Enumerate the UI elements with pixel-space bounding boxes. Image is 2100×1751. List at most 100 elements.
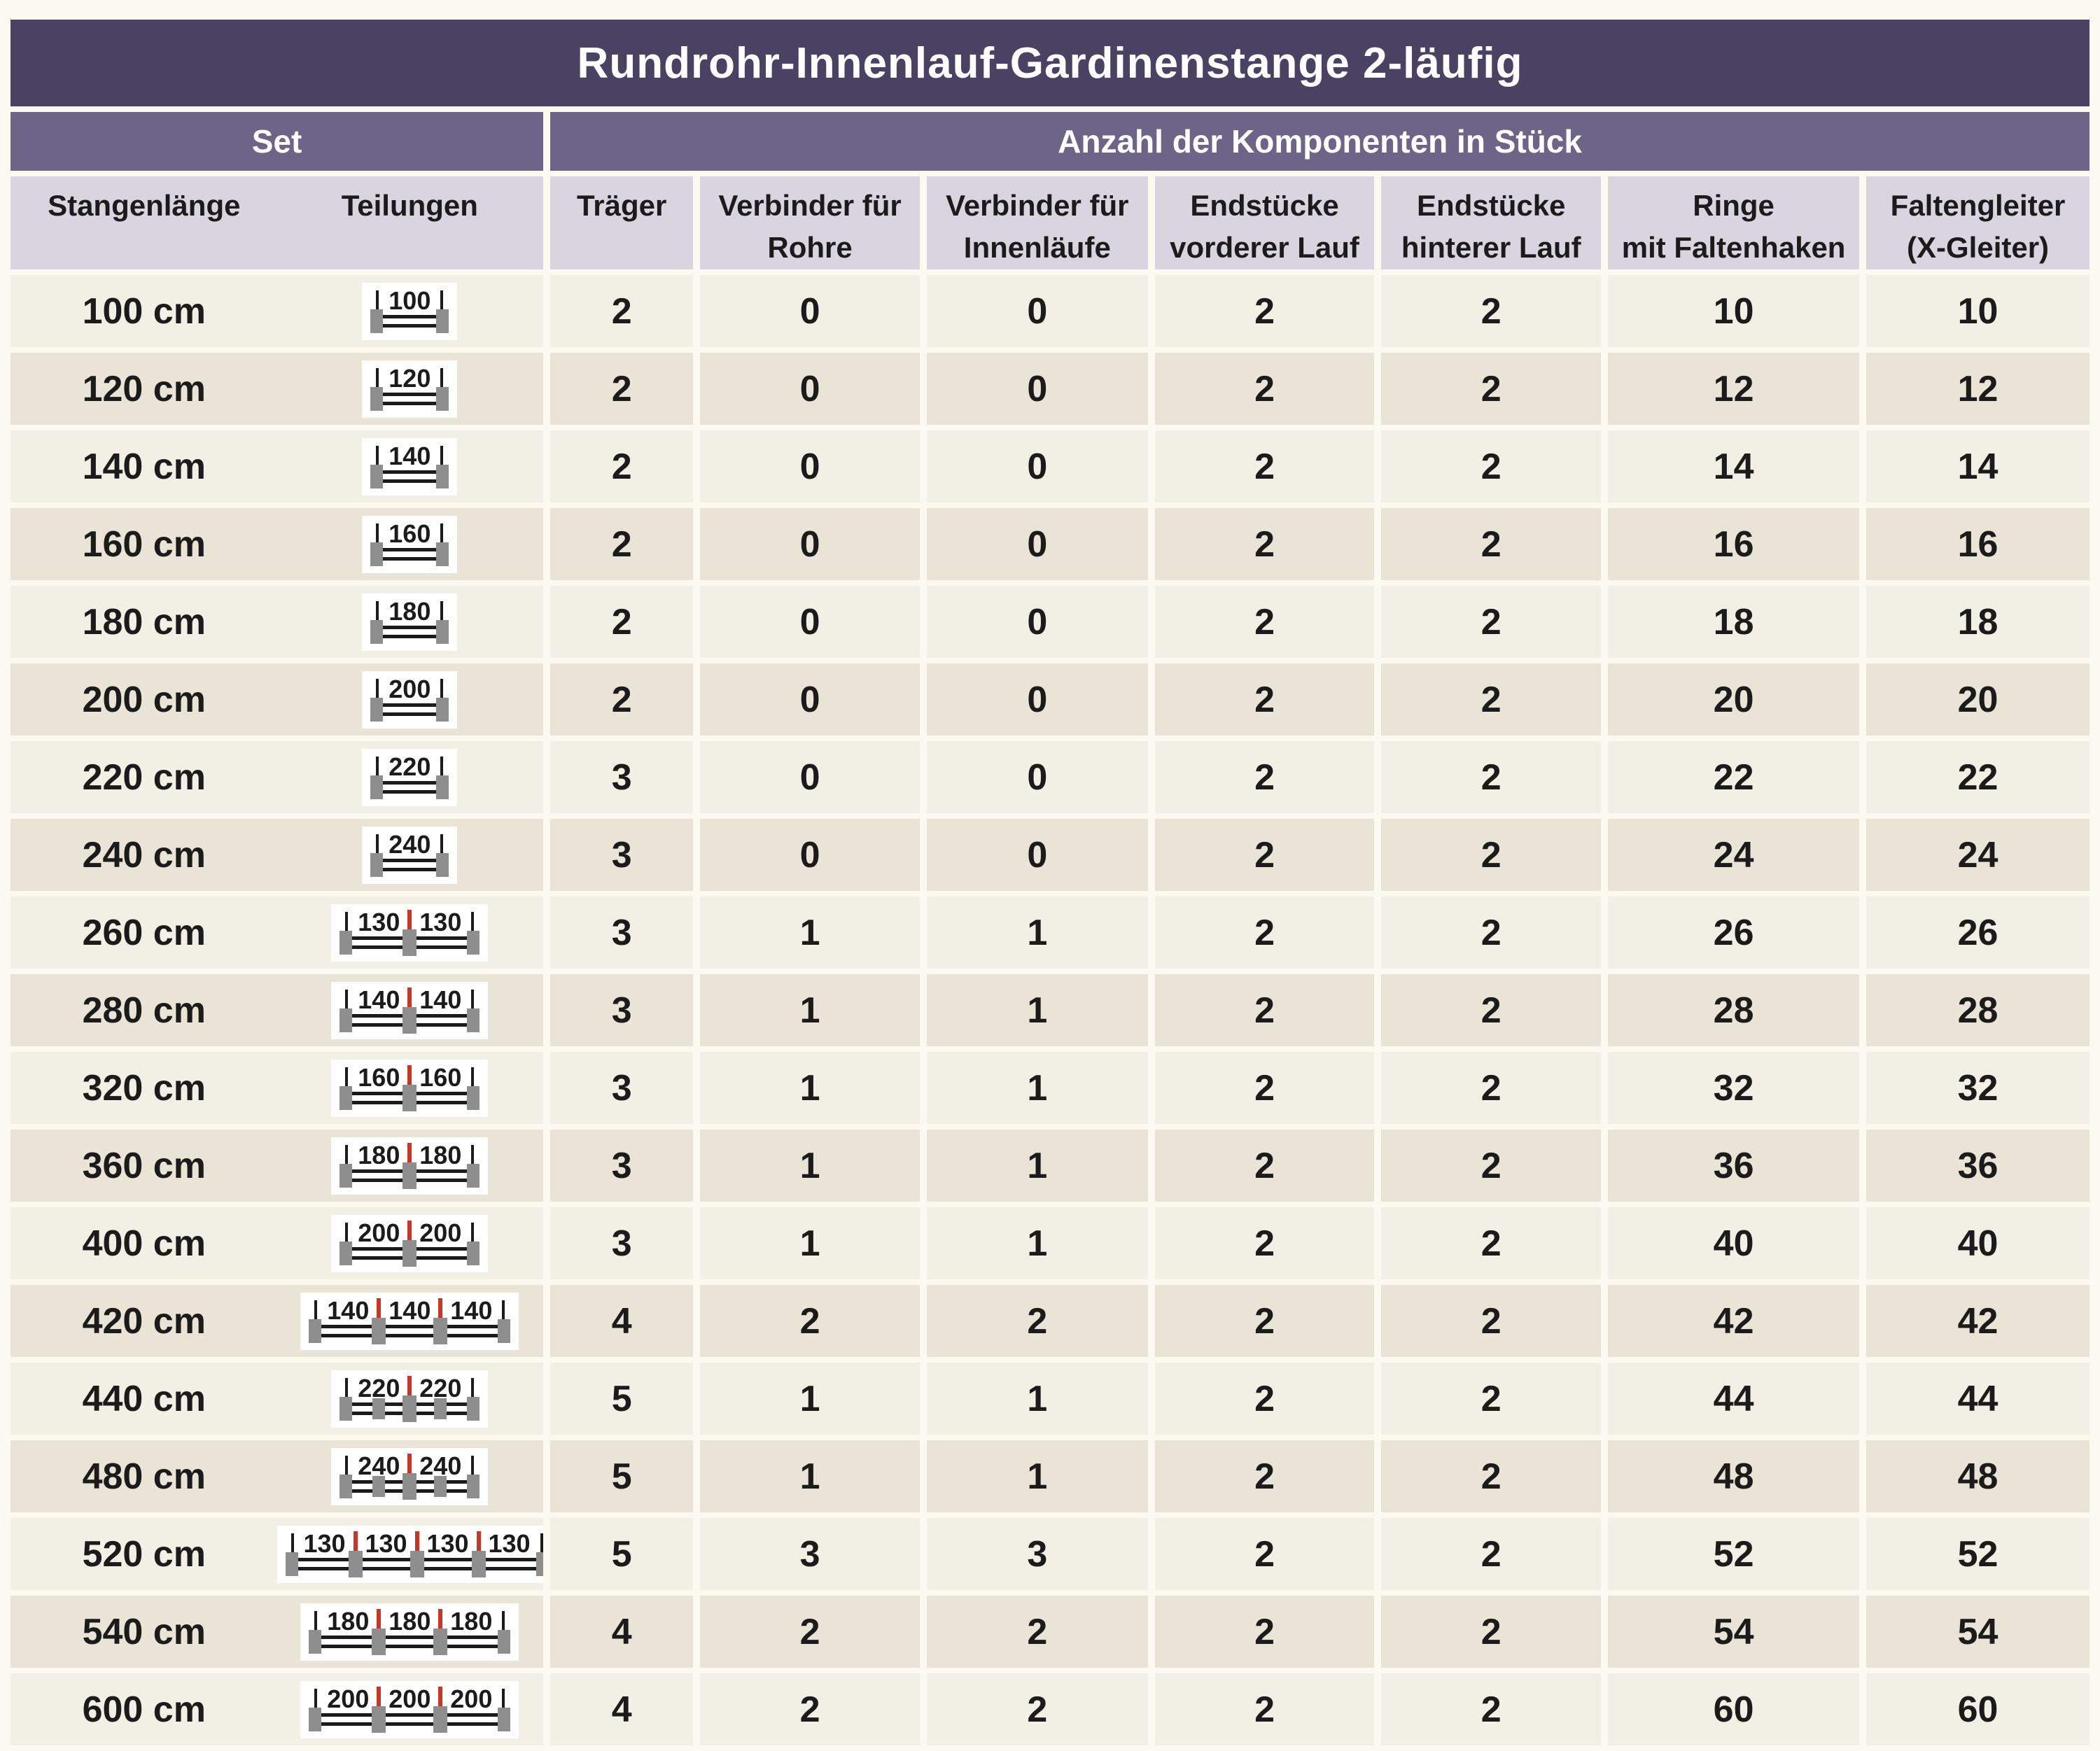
diagram-inner: 180 180	[340, 1142, 480, 1189]
rod-division-diagram: 180	[362, 593, 458, 651]
component-count-cell: 0	[926, 741, 1148, 813]
joint-bracket	[410, 1550, 424, 1577]
component-count-cell: 0	[700, 430, 920, 502]
segment-length-label: 160	[358, 1062, 400, 1092]
segment-length-label: 130	[419, 907, 462, 936]
rod-graphic	[370, 314, 449, 328]
rod-graphic	[370, 547, 449, 561]
segment-length-label: 200	[419, 1218, 462, 1247]
band-header-set: Set	[10, 112, 544, 171]
teilungen-diagram-wrap: 100	[277, 282, 543, 340]
diagram-inner: 160 160	[340, 1062, 480, 1111]
column-header-verbinder-innenlaeufe: Verbinder für Innenläufe	[926, 176, 1148, 269]
end-bracket	[436, 852, 449, 877]
component-count-cell: 36	[1608, 1130, 1860, 1202]
set-cell-content: 480 cm 240 240	[11, 1441, 542, 1512]
row-length-label: 140 cm	[82, 446, 206, 487]
set-cell-content: 420 cm 140 140 140	[11, 1286, 542, 1356]
component-count-cell: 24	[1866, 819, 2090, 891]
component-count-cell: 40	[1866, 1207, 2090, 1279]
teilungen-diagram-wrap: 160	[277, 515, 543, 573]
segment-length-label: 200	[327, 1684, 370, 1713]
diagram-inner: 200	[370, 676, 449, 722]
set-cell-content: 400 cm 200 200	[11, 1208, 542, 1279]
rod-graphic	[370, 703, 449, 716]
set-cell-content: 600 cm 200 200 200	[11, 1674, 542, 1745]
end-bracket	[467, 1396, 480, 1421]
component-count-cell: 3	[926, 1518, 1148, 1590]
set-cell-content: 280 cm 140 140	[11, 975, 542, 1046]
column-header-ringe-mit-faltenhaken: Ringe mit Faltenhaken	[1608, 176, 1860, 269]
diagram-inner: 200 200	[340, 1218, 480, 1267]
row-length-label: 220 cm	[82, 757, 206, 798]
component-count-cell: 2	[1154, 1518, 1375, 1590]
row-length-label: 400 cm	[82, 1223, 206, 1264]
end-bracket	[340, 930, 353, 955]
row-length-label: 120 cm	[82, 368, 206, 409]
component-count-cell: 0	[700, 353, 920, 425]
mid-support-bracket	[434, 1475, 447, 1497]
diagram-inner: 180 180 180	[309, 1608, 511, 1655]
curtain-rod-spec-page: Rundrohr-Innenlauf-Gardinenstange 2-läuf…	[0, 14, 2100, 1751]
set-cell-content: 180 cm 180	[11, 586, 542, 657]
joint-bracket	[402, 1239, 417, 1267]
rod-division-diagram: 240	[362, 826, 458, 884]
table-row-280cm: 280 cm 140 140 3 1 1 2 2 28 28	[10, 974, 2090, 1046]
segment-length-label: 140	[388, 1295, 431, 1325]
end-bracket	[467, 930, 480, 955]
diagram-inner: 130 130	[340, 907, 480, 956]
component-count-cell: 2	[1381, 741, 1602, 813]
component-count-cell: 2	[1381, 663, 1602, 736]
component-count-cell: 4	[550, 1673, 694, 1745]
component-count-cell: 2	[1381, 896, 1602, 969]
set-cell: 600 cm 200 200 200	[10, 1673, 544, 1745]
component-count-cell: 2	[550, 508, 694, 580]
component-count-cell: 2	[1381, 1285, 1602, 1357]
component-count-cell: 2	[550, 586, 694, 658]
segment-length-label: 130	[358, 907, 400, 936]
row-length-label: 160 cm	[82, 523, 206, 565]
component-count-cell: 54	[1866, 1596, 2090, 1668]
set-cell: 120 cm 120	[10, 353, 544, 425]
end-bracket	[370, 464, 384, 488]
component-count-cell: 26	[1866, 896, 2090, 969]
rod-division-diagram: 220	[362, 748, 458, 806]
segment-length-label: 240	[358, 1451, 400, 1480]
joint-bracket	[433, 1317, 448, 1344]
column-header-teilungen: Teilungen	[341, 189, 478, 222]
end-bracket	[467, 1474, 480, 1498]
component-count-cell: 14	[1866, 430, 2090, 502]
component-count-cell: 2	[1381, 1052, 1602, 1124]
component-count-cell: 2	[1154, 1285, 1375, 1357]
component-count-cell: 2	[1154, 353, 1375, 425]
set-cell-content: 220 cm 220	[11, 742, 542, 813]
end-bracket	[370, 775, 384, 799]
component-count-cell: 2	[1154, 1052, 1375, 1124]
end-bracket	[498, 1318, 511, 1343]
rod-division-diagram: 120	[362, 360, 458, 418]
end-bracket	[340, 1085, 353, 1110]
component-count-cell: 10	[1608, 275, 1860, 347]
component-count-cell: 14	[1608, 430, 1860, 502]
row-length-label: 480 cm	[82, 1456, 206, 1497]
column-header-endstuecke-hinterer-lauf: Endstücke hinterer Lauf	[1381, 176, 1602, 269]
joint-bracket	[402, 1395, 417, 1422]
set-cell: 260 cm 130 130	[10, 896, 544, 969]
set-cell: 520 cm 130 130 130 130	[10, 1518, 544, 1590]
component-count-cell: 28	[1866, 974, 2090, 1046]
page-title: Rundrohr-Innenlauf-Gardinenstange 2-läuf…	[10, 20, 2090, 106]
set-cell: 100 cm 100	[10, 275, 544, 347]
end-bracket	[370, 386, 384, 411]
table-row-600cm: 600 cm 200 200 200 4 2 2 2 2 60 60	[10, 1673, 2090, 1745]
component-count-cell: 2	[1154, 1207, 1375, 1279]
component-count-cell: 1	[926, 1207, 1148, 1279]
rod-division-diagram: 140 140	[331, 981, 489, 1039]
end-bracket	[467, 1163, 480, 1188]
component-count-cell: 2	[550, 663, 694, 736]
row-length-label: 100 cm	[82, 290, 206, 332]
component-count-cell: 5	[550, 1440, 694, 1512]
component-count-cell: 12	[1866, 353, 2090, 425]
end-bracket	[436, 619, 449, 644]
component-count-cell: 4	[550, 1285, 694, 1357]
set-cell: 240 cm 240	[10, 819, 544, 891]
